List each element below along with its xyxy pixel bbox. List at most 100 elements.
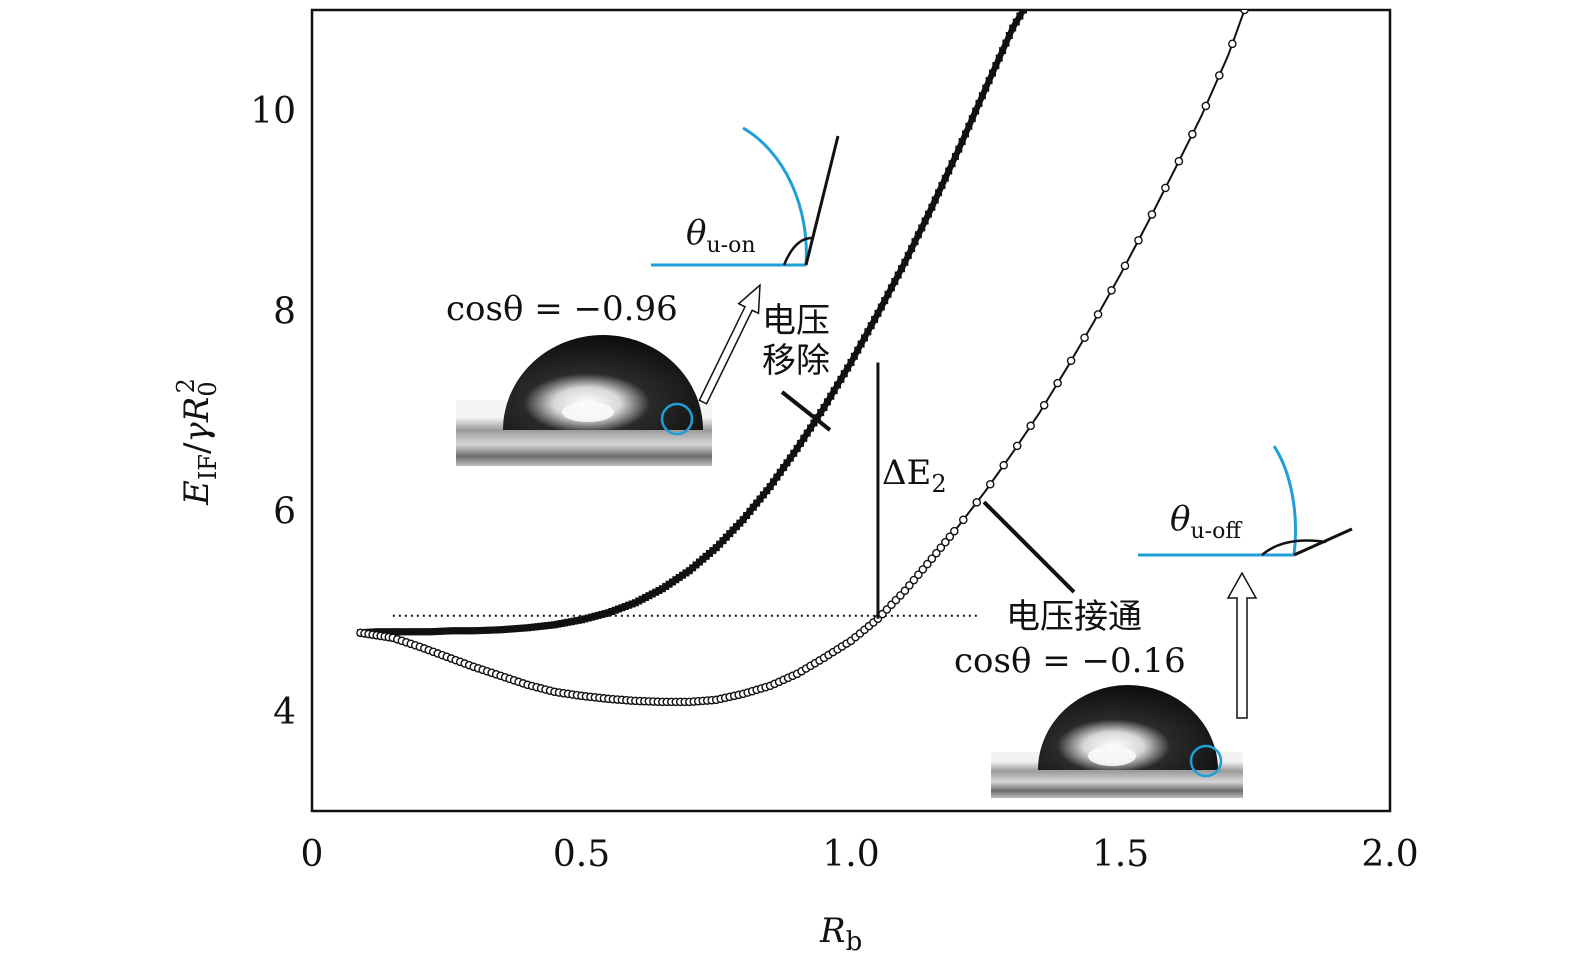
data-point-square (823, 398, 831, 406)
data-point-square (776, 468, 784, 476)
data-point-square (945, 167, 953, 175)
label-voltage-removed-1: 电压 (762, 301, 830, 341)
series-open-circles (356, 10, 1249, 707)
data-point-square (978, 92, 986, 100)
data-point-square (1009, 24, 1017, 32)
data-point-circle (1174, 156, 1184, 166)
data-point-circle (1093, 310, 1103, 319)
data-point-square (739, 516, 747, 524)
data-point-square (712, 544, 720, 552)
data-point-square (1016, 12, 1024, 20)
data-point-square (736, 519, 744, 527)
data-point-circle (1188, 129, 1197, 139)
data-point-square (935, 189, 943, 197)
data-point-square (830, 387, 838, 395)
data-point-circle (972, 497, 982, 507)
data-point-square (982, 84, 990, 92)
data-point-square (962, 130, 970, 138)
data-point-circle (1201, 101, 1211, 111)
data-point-circle (1240, 10, 1249, 15)
data-point-square (759, 491, 767, 499)
data-point-square (780, 464, 788, 472)
x-tick-label: 1.5 (1092, 834, 1149, 875)
data-point-square (941, 174, 949, 182)
data-point-square (803, 429, 811, 437)
data-point-circle (923, 559, 932, 569)
data-point-square (992, 62, 1000, 70)
data-point-square (743, 512, 751, 520)
data-point-square (732, 523, 740, 531)
data-point-square (874, 309, 882, 317)
data-point-circle (927, 554, 937, 563)
y-tick-label: 4 (273, 692, 296, 733)
data-point-square (753, 499, 761, 507)
data-point-circle (1107, 286, 1116, 295)
data-point-square (716, 540, 724, 548)
plot-frame (310, 8, 1392, 813)
x-axis-ticks: 0 0.5 1.0 1.5 2.0 (301, 834, 1419, 875)
data-point-square (948, 160, 956, 168)
contact-circle-off (1189, 744, 1223, 778)
data-point-square (988, 69, 996, 77)
data-point-circle (914, 570, 923, 580)
data-point-square (877, 303, 885, 311)
data-point-square (844, 364, 852, 372)
data-point-square (1019, 10, 1027, 14)
data-point-square (884, 290, 892, 298)
data-point-square (810, 419, 818, 427)
data-point-square (955, 145, 963, 153)
data-point-square (807, 424, 815, 432)
data-point-circle (918, 565, 928, 574)
data-point-square (911, 238, 919, 246)
data-point-square (1005, 32, 1013, 40)
data-point-square (985, 77, 993, 85)
x-tick-label: 1.0 (822, 834, 879, 875)
data-point-square (857, 340, 865, 348)
data-point-square (834, 381, 842, 389)
data-point-circle (1053, 378, 1062, 388)
data-point-square (898, 265, 906, 273)
data-point-square (800, 434, 808, 442)
data-point-circle (941, 537, 950, 547)
svg-text:θu-off: θu-off (1170, 499, 1242, 544)
contact-angle-diagram-on: θu-on (651, 126, 840, 405)
droplet-photo-off (991, 685, 1243, 798)
data-point-square (719, 537, 727, 545)
data-point-square (881, 297, 889, 305)
data-point-square (847, 358, 855, 366)
y-axis-label: EIF/γR02 (172, 378, 222, 506)
data-point-square (901, 258, 909, 266)
data-point-circle (1161, 183, 1170, 193)
data-point-square (783, 459, 791, 467)
series-filled-squares (357, 10, 1027, 637)
data-point-square (924, 210, 932, 218)
data-point-circle (936, 543, 946, 552)
contact-circle-on (660, 402, 694, 436)
data-point-square (820, 403, 828, 411)
cos-theta-off: cosθ = −0.16 (954, 641, 1186, 681)
data-point-square (786, 454, 794, 462)
label-voltage-removed-2: 移除 (762, 341, 830, 381)
y-tick-label: 6 (273, 492, 296, 533)
delta-e-label: ΔE2 (882, 453, 947, 498)
data-point-square (904, 251, 912, 259)
cos-theta-on: cosθ = −0.96 (446, 289, 678, 329)
data-point-circle (1228, 39, 1237, 49)
data-point-circle (1039, 400, 1049, 410)
data-point-square (894, 271, 902, 279)
contact-angle-diagram-off: θu-off (1138, 445, 1353, 719)
data-point-square (837, 375, 845, 383)
data-point-square (817, 409, 825, 417)
data-point-square (921, 217, 929, 225)
data-point-circle (945, 532, 955, 541)
data-point-circle (1012, 441, 1022, 451)
data-point-circle (1066, 356, 1076, 366)
data-point-square (773, 473, 781, 481)
data-point-square (749, 503, 757, 511)
data-point-circle (958, 515, 968, 525)
data-point-circle (950, 526, 959, 536)
data-point-square (850, 352, 858, 360)
data-point-circle (1147, 210, 1157, 219)
x-tick-label: 2.0 (1361, 834, 1418, 875)
data-point-square (790, 449, 798, 457)
